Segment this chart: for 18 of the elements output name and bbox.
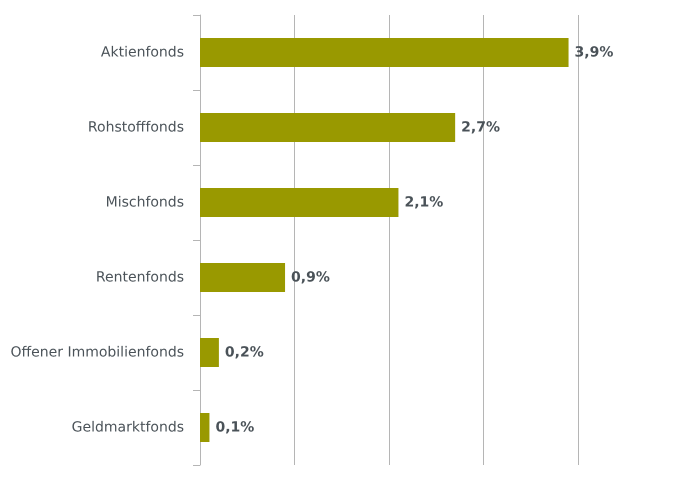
- bar: [200, 38, 569, 67]
- bar: [200, 113, 456, 142]
- y-tick-label: Offener Immobilienfonds: [10, 344, 184, 360]
- y-tick-label: Geldmarktfonds: [72, 420, 184, 436]
- y-tick-label: Aktienfonds: [100, 44, 184, 60]
- bar: [200, 263, 286, 292]
- y-tick-label: Rentenfonds: [96, 270, 184, 286]
- data-label: 0,9%: [291, 270, 330, 286]
- data-label: 2,1%: [404, 194, 444, 210]
- bar: [200, 338, 219, 367]
- data-label: 0,2%: [224, 344, 264, 360]
- bar: [200, 413, 210, 442]
- data-label: 0,1%: [215, 420, 254, 436]
- data-label: 3,9%: [574, 44, 614, 60]
- y-tick-label: Rohstofffonds: [88, 120, 184, 136]
- bar: [200, 188, 398, 217]
- data-label: 2,7%: [461, 120, 500, 136]
- y-tick-label: Mischfonds: [106, 194, 184, 210]
